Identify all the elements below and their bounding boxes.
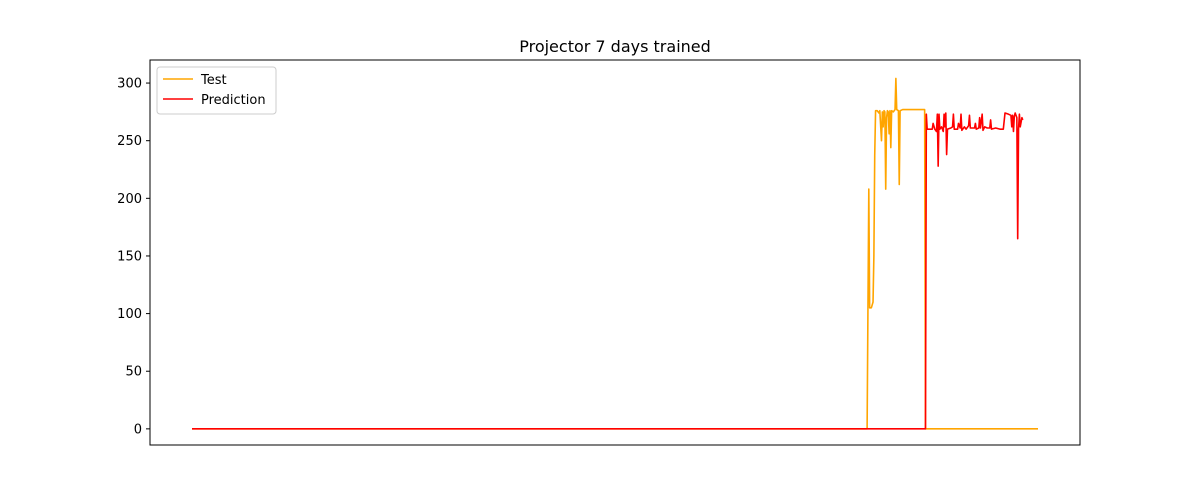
- y-tick-label-250: 250: [117, 134, 142, 149]
- legend-label-test: Test: [200, 73, 227, 88]
- y-tick-label-300: 300: [117, 77, 142, 92]
- y-tick-label-50: 50: [125, 365, 142, 380]
- series-line-test: [192, 77, 1038, 430]
- y-axis: 0 50 100 150 200 250 300: [117, 77, 150, 437]
- legend: Test Prediction: [156, 66, 277, 115]
- series-line-prediction: [192, 112, 1024, 430]
- y-tick-label-100: 100: [117, 307, 142, 322]
- legend-label-prediction: Prediction: [201, 93, 266, 108]
- chart-title: Projector 7 days trained: [519, 37, 711, 56]
- plot-frame: [149, 59, 1081, 446]
- y-tick-label-150: 150: [117, 249, 142, 264]
- y-tick-label-0: 0: [134, 422, 142, 437]
- y-tick-label-200: 200: [117, 192, 142, 207]
- series-layer: [192, 77, 1038, 430]
